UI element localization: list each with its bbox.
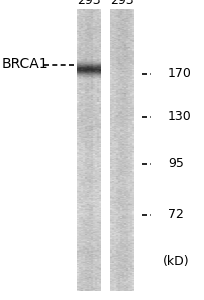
Text: 293: 293 — [77, 0, 101, 8]
Text: BRCA1: BRCA1 — [2, 58, 48, 71]
Text: 95: 95 — [167, 157, 183, 170]
Text: 293: 293 — [110, 0, 133, 8]
Text: 170: 170 — [167, 67, 191, 80]
Text: (kD): (kD) — [162, 254, 189, 268]
Text: 130: 130 — [167, 110, 191, 124]
Text: 72: 72 — [167, 208, 183, 221]
